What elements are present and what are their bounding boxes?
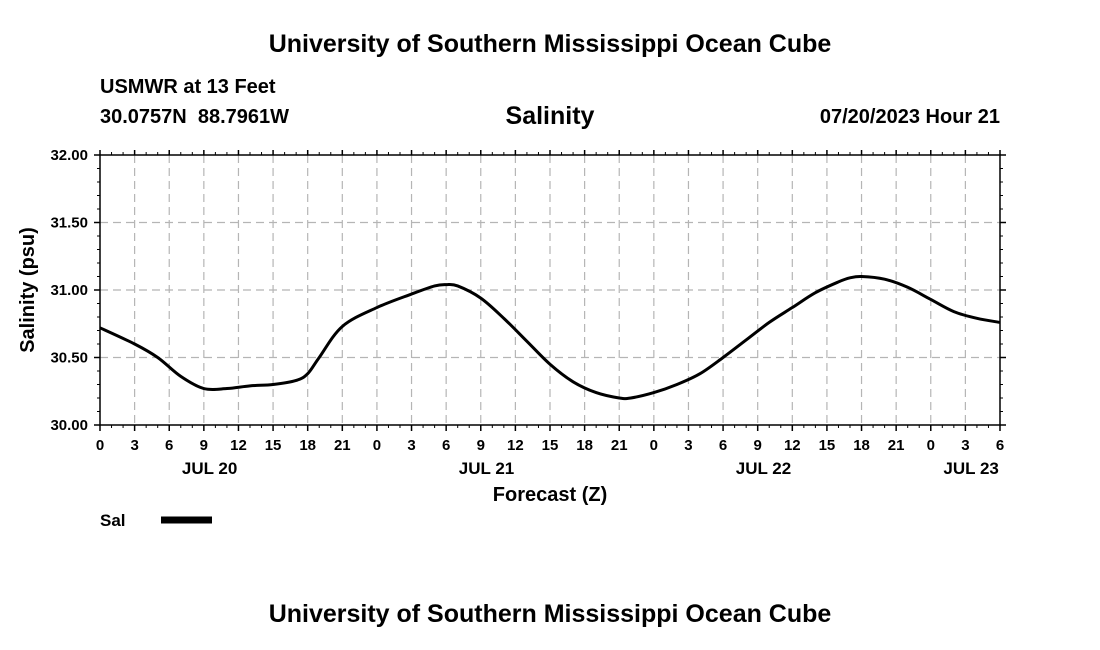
date-labels: JUL 20 JUL 21 JUL 22 JUL 23 bbox=[182, 459, 999, 478]
x-tick-label: 0 bbox=[927, 437, 935, 454]
x-tick-label: 6 bbox=[996, 437, 1004, 454]
top-title: University of Southern Mississippi Ocean… bbox=[268, 30, 832, 58]
x-tick-labels: 0 3 6 9 12 15 18 21 0 3 6 9 12 15 18 21 0 3 6 9 12 15 18 21 0 3 6 bbox=[96, 437, 1004, 454]
legend-label: Sal bbox=[100, 511, 126, 530]
x-axis-label: Forecast (Z) bbox=[493, 484, 607, 506]
x-tick-label: 15 bbox=[265, 437, 282, 454]
forecast-timestamp: 07/20/2023 Hour 21 bbox=[819, 106, 1000, 128]
y-tick-label: 31.50 bbox=[50, 215, 88, 232]
x-tick-label: 12 bbox=[507, 437, 524, 454]
x-tick-label: 21 bbox=[888, 437, 905, 454]
x-tick-label: 9 bbox=[754, 437, 762, 454]
date-label: JUL 23 bbox=[943, 459, 998, 478]
date-label: JUL 20 bbox=[182, 459, 237, 478]
x-tick-label: 6 bbox=[165, 437, 173, 454]
y-tick-labels: 30.00 30.50 31.00 31.50 32.00 bbox=[50, 147, 88, 434]
x-tick-label: 18 bbox=[299, 437, 316, 454]
x-tick-label: 0 bbox=[96, 437, 104, 454]
date-label: JUL 22 bbox=[736, 459, 791, 478]
y-tick-label: 32.00 bbox=[50, 147, 88, 164]
y-tick-label: 31.00 bbox=[50, 282, 88, 299]
x-tick-label: 21 bbox=[611, 437, 628, 454]
x-tick-label: 6 bbox=[719, 437, 727, 454]
x-tick-label: 18 bbox=[576, 437, 593, 454]
x-tick-label: 12 bbox=[230, 437, 247, 454]
chart-title: Salinity bbox=[506, 102, 595, 130]
y-tick-label: 30.50 bbox=[50, 350, 88, 367]
x-tick-label: 0 bbox=[373, 437, 381, 454]
x-tick-label: 18 bbox=[853, 437, 870, 454]
x-tick-label: 15 bbox=[542, 437, 559, 454]
x-tick-label: 21 bbox=[334, 437, 351, 454]
bottom-title: University of Southern Mississippi Ocean… bbox=[268, 600, 832, 628]
x-tick-label: 3 bbox=[407, 437, 415, 454]
chart-grid bbox=[100, 155, 1000, 425]
x-tick-label: 3 bbox=[961, 437, 969, 454]
x-tick-label: 0 bbox=[650, 437, 658, 454]
x-tick-label: 15 bbox=[819, 437, 836, 454]
x-tick-label: 12 bbox=[784, 437, 801, 454]
axis-ticks bbox=[94, 150, 1006, 431]
x-tick-label: 3 bbox=[130, 437, 138, 454]
station-label: USMWR at 13 Feet bbox=[100, 76, 276, 98]
x-tick-label: 9 bbox=[200, 437, 208, 454]
series-line-sal bbox=[99, 274, 1001, 401]
y-tick-label: 30.00 bbox=[50, 417, 88, 434]
x-tick-label: 9 bbox=[477, 437, 485, 454]
x-tick-label: 3 bbox=[684, 437, 692, 454]
x-tick-label: 6 bbox=[442, 437, 450, 454]
date-label: JUL 21 bbox=[459, 459, 514, 478]
y-axis-label: Salinity (psu) bbox=[17, 227, 39, 353]
station-coords: 30.0757N 88.7961W bbox=[100, 106, 290, 128]
